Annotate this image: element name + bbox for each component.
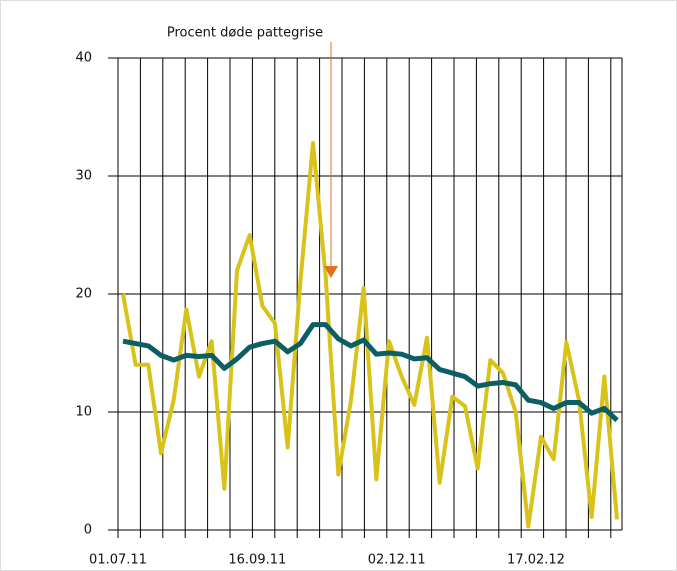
y-tick-label: 0	[84, 523, 92, 538]
x-tick-label: 01.07.11	[89, 553, 147, 568]
y-tick-label: 40	[75, 51, 92, 66]
annotation: Procent døde pattegrise	[167, 26, 323, 41]
y-tick-label: 20	[75, 287, 92, 302]
x-tick-label: 02.12.11	[368, 553, 426, 568]
annotation-arrowhead	[324, 266, 338, 278]
x-tick-label: 17.02.12	[507, 553, 565, 568]
y-tick-label: 10	[75, 405, 92, 420]
x-tick-label: 16.09.11	[228, 553, 286, 568]
y-tick-label: 30	[75, 169, 92, 184]
data-line	[121, 140, 619, 529]
data-line	[122, 322, 619, 423]
